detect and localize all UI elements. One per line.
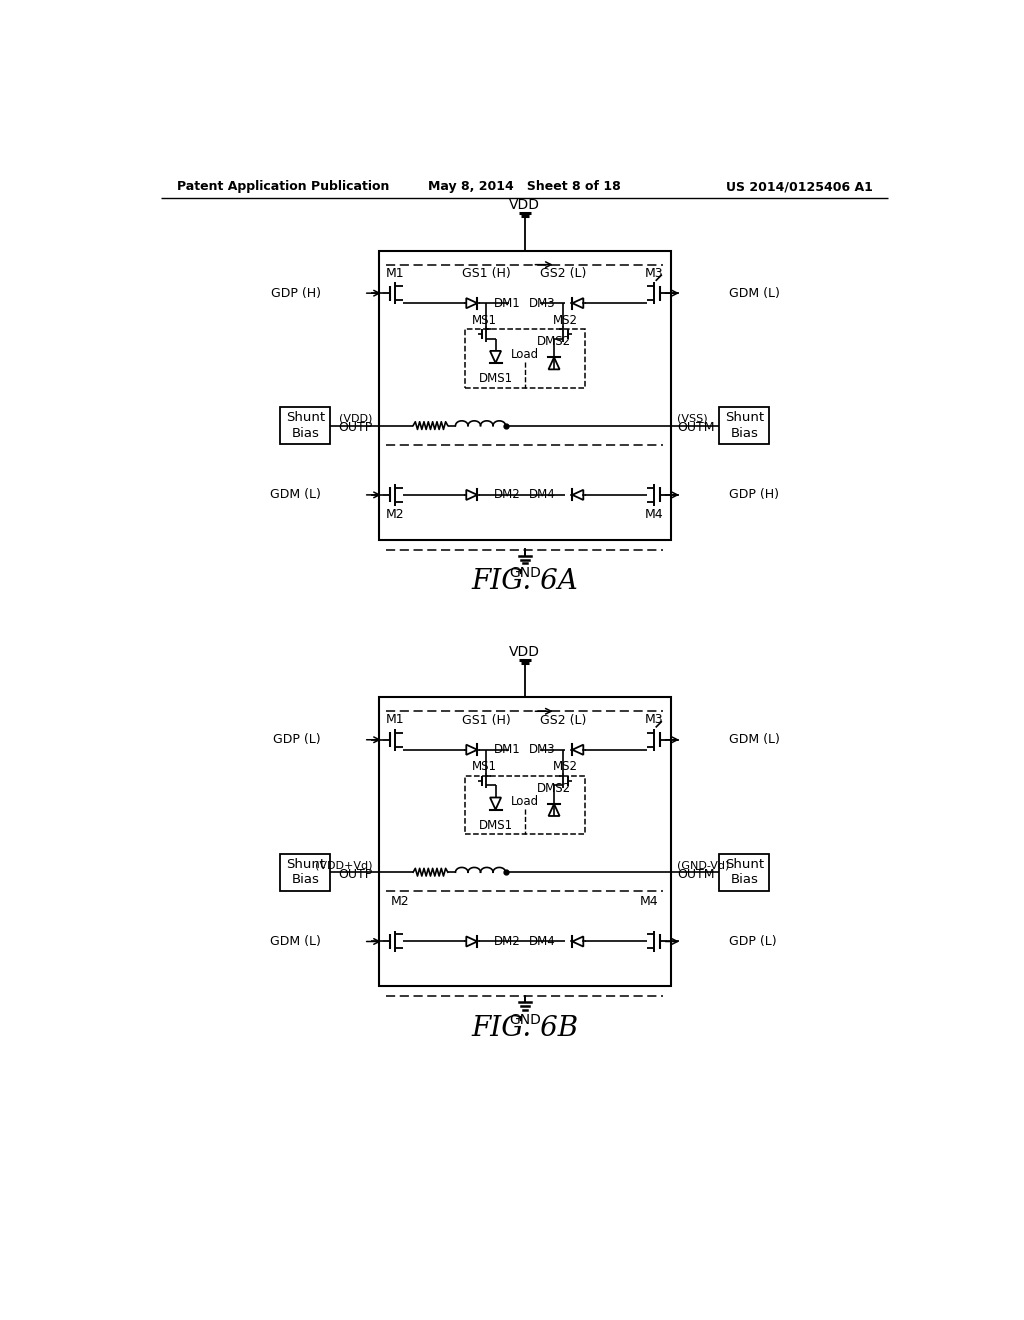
Text: DMS2: DMS2 <box>537 335 571 348</box>
Text: MS1: MS1 <box>471 314 497 326</box>
Text: DM4: DM4 <box>528 935 556 948</box>
Text: (VSS): (VSS) <box>677 413 708 424</box>
Text: GDM (L): GDM (L) <box>270 488 321 502</box>
Bar <box>465 776 585 834</box>
Text: DMS2: DMS2 <box>537 781 571 795</box>
Text: Bias: Bias <box>730 874 758 887</box>
Text: GND: GND <box>509 1012 541 1027</box>
Text: M2: M2 <box>386 508 404 521</box>
Text: GS1 (H): GS1 (H) <box>462 714 511 727</box>
Text: DM2: DM2 <box>494 488 521 502</box>
Text: M1: M1 <box>386 713 404 726</box>
Text: GDP (L): GDP (L) <box>273 733 321 746</box>
Text: FIG. 6B: FIG. 6B <box>471 1015 579 1041</box>
Text: GDP (H): GDP (H) <box>729 488 779 502</box>
Text: GDM (L): GDM (L) <box>729 733 779 746</box>
Text: M3: M3 <box>645 267 664 280</box>
Text: DM1: DM1 <box>494 297 521 310</box>
Text: GS2 (L): GS2 (L) <box>540 268 587 280</box>
Text: Bias: Bias <box>292 874 319 887</box>
Text: May 8, 2014   Sheet 8 of 18: May 8, 2014 Sheet 8 of 18 <box>428 181 622 194</box>
Text: DM2: DM2 <box>494 935 521 948</box>
Text: VDD: VDD <box>509 645 541 659</box>
Text: M4: M4 <box>645 508 664 521</box>
Bar <box>281 407 331 444</box>
Text: Shunt: Shunt <box>286 412 325 425</box>
Text: GDM (L): GDM (L) <box>270 935 321 948</box>
Text: GDM (L): GDM (L) <box>729 286 779 300</box>
Text: OUTP: OUTP <box>338 421 373 434</box>
Text: M4: M4 <box>640 895 658 908</box>
Text: Shunt: Shunt <box>286 858 325 871</box>
Text: DMS1: DMS1 <box>478 372 513 385</box>
Text: MS2: MS2 <box>553 314 579 326</box>
Bar <box>379 697 671 986</box>
Text: Load: Load <box>511 348 539 362</box>
Text: GDP (L): GDP (L) <box>729 935 776 948</box>
Text: Bias: Bias <box>730 426 758 440</box>
Text: FIG. 6A: FIG. 6A <box>471 569 579 595</box>
Text: Shunt: Shunt <box>725 412 764 425</box>
Text: GDP (H): GDP (H) <box>270 286 321 300</box>
Text: DM1: DM1 <box>494 743 521 756</box>
Text: Load: Load <box>511 795 539 808</box>
Text: US 2014/0125406 A1: US 2014/0125406 A1 <box>726 181 872 194</box>
Bar <box>281 854 331 891</box>
Bar <box>379 251 671 540</box>
Text: GND: GND <box>509 566 541 581</box>
Text: GS1 (H): GS1 (H) <box>462 268 511 280</box>
Text: DMS1: DMS1 <box>478 818 513 832</box>
Text: M2: M2 <box>391 895 410 908</box>
Text: VDD: VDD <box>509 198 541 213</box>
Text: MS2: MS2 <box>553 760 579 774</box>
Text: (VDD): (VDD) <box>339 413 373 424</box>
Text: OUTP: OUTP <box>338 869 373 880</box>
Text: MS1: MS1 <box>471 760 497 774</box>
Text: Patent Application Publication: Patent Application Publication <box>177 181 389 194</box>
Text: DM3: DM3 <box>529 743 556 756</box>
Text: Bias: Bias <box>292 426 319 440</box>
Text: Shunt: Shunt <box>725 858 764 871</box>
Bar <box>465 330 585 388</box>
Text: M3: M3 <box>645 713 664 726</box>
Text: M1: M1 <box>386 267 404 280</box>
Text: GS2 (L): GS2 (L) <box>540 714 587 727</box>
Bar <box>719 407 769 444</box>
Text: (VDD+Vd): (VDD+Vd) <box>314 861 373 870</box>
Text: (GND-Vd): (GND-Vd) <box>677 861 730 870</box>
Text: OUTM: OUTM <box>677 421 715 434</box>
Text: OUTM: OUTM <box>677 869 715 880</box>
Text: DM4: DM4 <box>528 488 556 502</box>
Bar <box>719 854 769 891</box>
Text: DM3: DM3 <box>529 297 556 310</box>
